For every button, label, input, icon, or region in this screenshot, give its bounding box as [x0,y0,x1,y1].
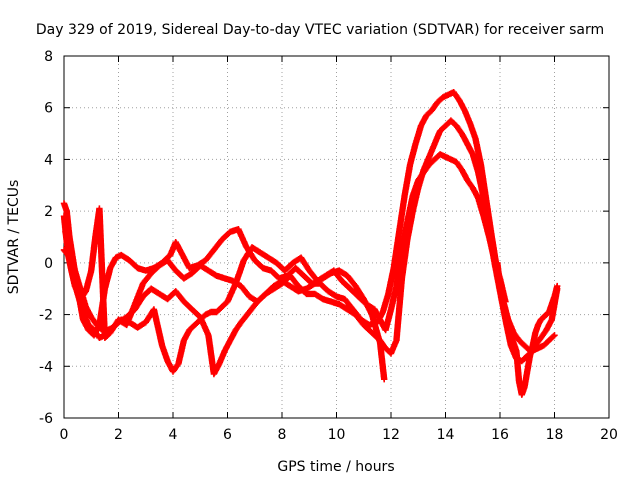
x-tick-label: 8 [278,427,287,443]
y-tick-label: -4 [39,359,53,375]
y-tick-label: -6 [39,411,53,427]
y-tick-label: 2 [44,204,53,220]
axis-ticks: 0 2 4 6 8 10 12 14 16 18 20 -6 -4 -2 0 2 4 6 8 [39,49,618,443]
x-tick-label: 4 [169,427,178,443]
y-axis-label: SDTVAR / TECUs [6,180,22,295]
x-tick-label: 10 [328,427,346,443]
chart-title: Day 329 of 2019, Sidereal Day-to-day VTE… [36,22,604,38]
x-tick-label: 0 [60,427,69,443]
x-axis-label: GPS time / hours [277,459,394,475]
x-tick-label: 14 [437,427,455,443]
series-track-3 [60,151,509,375]
x-tick-label: 12 [382,427,400,443]
x-tick-label: 6 [223,427,232,443]
y-tick-label: -2 [39,308,53,324]
data-point-markers [494,259,561,398]
x-tick-label: 18 [546,427,564,443]
x-tick-label: 2 [114,427,123,443]
x-tick-label: 20 [600,427,618,443]
data-point-markers [62,228,388,383]
data-points [60,89,561,398]
series-track-5 [494,259,561,398]
series-track-4 [62,228,388,383]
y-tick-label: 4 [44,152,53,168]
y-tick-label: 0 [44,256,53,272]
grid-lines [64,56,609,418]
data-point-markers [60,151,509,375]
x-tick-label: 16 [491,427,509,443]
y-tick-label: 8 [44,49,53,65]
y-tick-label: 6 [44,101,53,117]
